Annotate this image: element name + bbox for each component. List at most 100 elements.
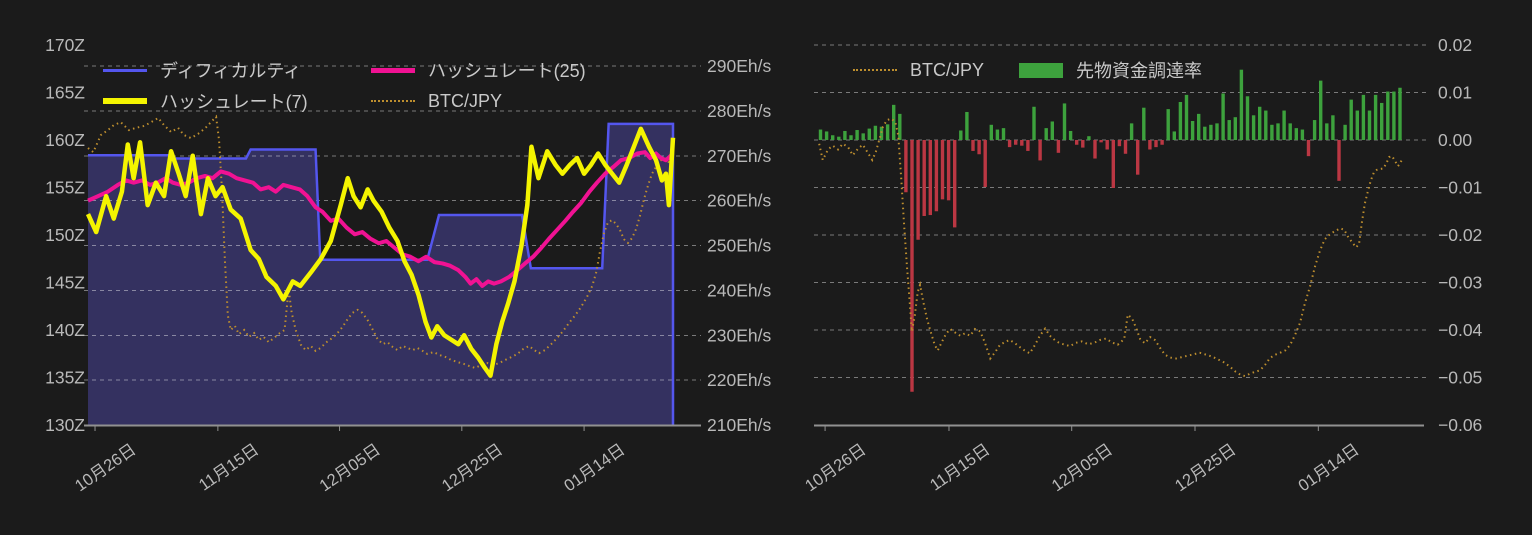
left-chart-legend: ディフィカルティ ハッシュレート(25) ハッシュレート(7) BTC/JPY <box>103 58 586 120</box>
funding-rate-bar <box>818 129 823 140</box>
x-axis-label: 01月14日 <box>561 441 628 496</box>
left-chart: 170Z 165Z 160Z 155Z 150Z 145Z 140Z 135Z 130Z 290E… <box>45 35 771 495</box>
funding-rate-bar <box>1142 107 1146 140</box>
funding-rate-bar <box>1081 140 1085 148</box>
funding-rate-bar <box>892 104 896 140</box>
funding-rate-bar <box>946 140 951 201</box>
funding-rate-bar <box>910 140 914 392</box>
funding-rate-bar <box>1044 128 1048 140</box>
funding-rate-bar <box>1001 128 1006 140</box>
y-axis-label-funding-rate: −0.01 <box>1438 178 1482 198</box>
funding-rate-bar <box>1276 123 1280 140</box>
right-chart-legend: BTC/JPY 先物資金調達率 <box>853 58 1202 89</box>
right-chart-gridlines <box>814 44 1430 378</box>
funding-rate-bar <box>873 125 878 140</box>
y-axis-label-difficulty: 140Z <box>45 320 85 340</box>
hashrate25-line-swatch <box>371 67 415 73</box>
y-axis-label-difficulty: 155Z <box>45 178 85 198</box>
funding-rate-bar <box>1068 130 1073 140</box>
funding-rate-bar <box>1245 96 1250 140</box>
y-axis-label-funding-rate: −0.04 <box>1438 320 1483 340</box>
funding-rate-bar <box>1349 99 1353 140</box>
x-axis-label: 12月25日 <box>1172 441 1239 496</box>
funding-rate-bar <box>849 135 853 140</box>
funding-rate-bar <box>1160 140 1164 145</box>
funding-rate-bar <box>1319 80 1323 140</box>
y-axis-label-funding-rate: −0.06 <box>1438 415 1482 435</box>
funding-rate-bar <box>1026 140 1030 151</box>
funding-rate-bar <box>1361 94 1366 140</box>
funding-rate-bar <box>1184 94 1189 140</box>
x-axis-label: 01月14日 <box>1295 441 1362 496</box>
funding-rate-bar <box>1148 140 1152 150</box>
funding-rate-bar <box>934 140 939 212</box>
funding-rate-bar <box>1050 121 1054 140</box>
legend-item-btcjpy[interactable]: BTC/JPY <box>371 91 502 112</box>
funding-rate-bar <box>940 140 945 200</box>
funding-rate-bar <box>1343 124 1347 140</box>
y-axis-label-hashrate: 260Eh/s <box>707 191 771 211</box>
funding-rate-bars <box>818 69 1402 392</box>
funding-rate-bar <box>904 140 908 193</box>
y-axis-label-hashrate: 270Eh/s <box>707 146 771 166</box>
x-axis-label: 12月05日 <box>316 441 383 496</box>
legend-item-hashrate7[interactable]: ハッシュレート(7) <box>103 88 371 114</box>
funding-rate-bar <box>885 124 890 140</box>
y-axis-label-difficulty: 145Z <box>45 273 85 293</box>
right-chart: 0.02 0.01 0.00 −0.01 −0.02 −0.03 −0.04 −0.05 −0.… <box>802 35 1483 495</box>
funding-rate-bar <box>1386 91 1390 140</box>
funding-rate-bar <box>1203 126 1207 140</box>
funding-rate-bar <box>1105 140 1109 150</box>
funding-rate-bar <box>1093 140 1097 159</box>
y-axis-label-hashrate: 220Eh/s <box>707 370 771 390</box>
funding-rate-bar <box>1398 87 1402 140</box>
legend-item-difficulty[interactable]: ディフィカルティ <box>103 57 371 83</box>
funding-rate-bar <box>831 135 835 140</box>
funding-rate-bar <box>1233 117 1237 140</box>
funding-rate-bar <box>1007 140 1012 148</box>
funding-rate-bar <box>928 140 932 216</box>
funding-rate-bar <box>1306 140 1311 157</box>
y-axis-label-funding-rate: −0.02 <box>1438 225 1482 245</box>
funding-rate-bar <box>995 129 1000 140</box>
funding-rate-bar <box>1099 140 1103 143</box>
funding-rate-bar <box>879 126 884 140</box>
funding-rate-bar <box>1129 123 1134 140</box>
y-axis-label-funding-rate: 0.00 <box>1438 130 1472 150</box>
funding-rate-bar <box>1038 140 1042 161</box>
x-axis-label: 11月15日 <box>196 441 262 495</box>
funding-rate-bar <box>1172 131 1176 140</box>
legend-item-hashrate25[interactable]: ハッシュレート(25) <box>371 57 586 83</box>
funding-rate-bar <box>1020 140 1024 146</box>
funding-rate-bar-swatch <box>1019 62 1063 78</box>
funding-rate-bar <box>1337 140 1341 181</box>
funding-rate-bar <box>1215 123 1219 140</box>
y-axis-label-funding-rate: 0.02 <box>1438 35 1472 55</box>
funding-rate-bar <box>1227 120 1231 140</box>
funding-rate-bar <box>977 140 981 155</box>
funding-rate-bar <box>861 133 865 140</box>
hashrate7-line-swatch <box>103 98 147 104</box>
difficulty-area <box>88 123 673 425</box>
funding-rate-bar <box>1166 109 1170 140</box>
funding-rate-bar <box>1258 106 1262 140</box>
y-axis-label-difficulty: 130Z <box>45 415 85 435</box>
funding-rate-bar <box>843 130 847 140</box>
legend-item-btcjpy-right[interactable]: BTC/JPY <box>853 60 1019 81</box>
legend-label-hashrate7: ハッシュレート(7) <box>160 92 308 112</box>
funding-rate-bar <box>1087 136 1091 140</box>
funding-rate-bar <box>1178 102 1183 140</box>
btcjpy-dotted-swatch <box>853 69 897 71</box>
funding-rate-bar <box>1288 123 1292 140</box>
funding-rate-bar <box>1373 94 1378 140</box>
funding-rate-bar <box>971 140 975 151</box>
y-axis-label-hashrate: 250Eh/s <box>707 236 771 256</box>
legend-label-funding-rate: 先物資金調達率 <box>1076 61 1202 81</box>
y-axis-label-difficulty: 135Z <box>45 368 85 388</box>
legend-item-funding-rate[interactable]: 先物資金調達率 <box>1019 57 1202 83</box>
y-axis-label-funding-rate: 0.01 <box>1438 83 1472 103</box>
legend-label-btcjpy: BTC/JPY <box>428 90 503 111</box>
funding-rate-bar <box>837 136 841 140</box>
funding-rate-bar <box>1136 140 1140 175</box>
